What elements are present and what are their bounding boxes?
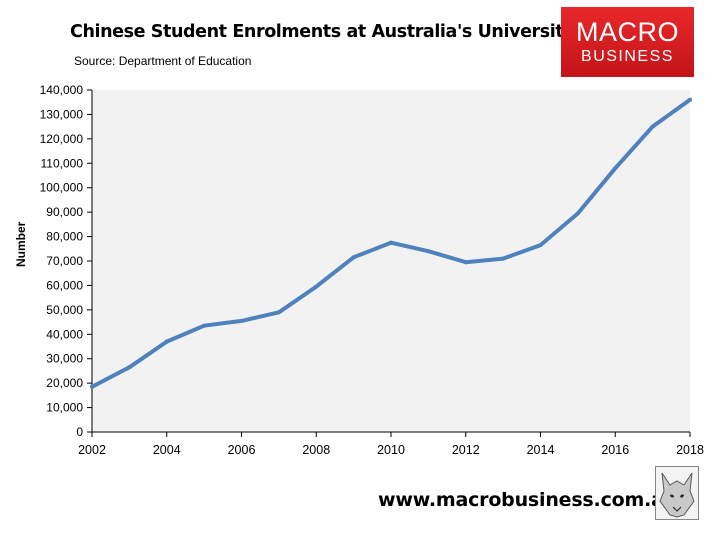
x-tick-label: 2010: [377, 443, 405, 457]
x-tick-label: 2014: [527, 443, 555, 457]
data-point: [389, 240, 393, 245]
x-tick-label: 2012: [452, 443, 480, 457]
y-tick-label: 90,000: [46, 205, 83, 219]
y-tick-label: 50,000: [46, 303, 83, 317]
y-tick-label: 140,000: [40, 83, 84, 97]
data-point: [164, 339, 169, 344]
y-tick-label: 120,000: [40, 132, 84, 146]
footer-url-link[interactable]: www.macrobusiness.com.au: [378, 489, 678, 511]
data-point: [202, 323, 207, 328]
chart-source: Source: Department of Education: [74, 54, 252, 68]
axes: [87, 89, 691, 437]
data-point: [351, 255, 356, 260]
x-tick-label: 2006: [228, 443, 256, 457]
y-tick-label: 10,000: [46, 401, 83, 415]
data-point: [463, 260, 468, 265]
y-tick-label: 80,000: [46, 230, 83, 244]
data-point: [650, 124, 655, 129]
data-point: [90, 384, 94, 389]
y-tick-label: 30,000: [46, 352, 83, 366]
data-point: [276, 310, 281, 315]
macrobusiness-logo[interactable]: MACRO BUSINESS: [561, 7, 694, 77]
y-tick-label: 20,000: [46, 376, 83, 390]
y-tick-label: 110,000: [41, 156, 84, 170]
data-point: [426, 249, 431, 254]
data-point: [501, 256, 506, 261]
chart-title: Chinese Student Enrolments at Australia'…: [70, 22, 591, 42]
y-tick-label: 40,000: [46, 327, 83, 341]
logo-line-2: BUSINESS: [581, 48, 674, 65]
y-tick-label: 60,000: [46, 278, 83, 292]
data-point: [127, 365, 132, 370]
data-point: [314, 284, 319, 289]
logo-line-1: MACRO: [576, 17, 679, 47]
plot-area: [92, 90, 690, 432]
x-tick-label: 2008: [302, 443, 330, 457]
y-tick-label: 70,000: [46, 254, 83, 268]
y-tick-label: 130,000: [40, 107, 84, 121]
y-tick-label: 100,000: [40, 181, 84, 195]
x-tick-label: 2016: [601, 443, 629, 457]
tick-labels: 0 10,000 20,000 30,000 40,000 50,000 60,000 70,…: [40, 83, 704, 457]
x-tick-label: 2004: [153, 443, 181, 457]
data-point: [688, 97, 692, 102]
x-tick-label: 2018: [676, 443, 704, 457]
data-point: [538, 243, 543, 248]
x-tick-label: 2002: [78, 443, 106, 457]
data-point: [239, 318, 244, 323]
wolf-icon: [655, 466, 699, 520]
data-point: [613, 166, 618, 171]
series-layer: [90, 97, 692, 389]
y-tick-label: 0: [76, 425, 83, 439]
data-point: [575, 211, 580, 216]
